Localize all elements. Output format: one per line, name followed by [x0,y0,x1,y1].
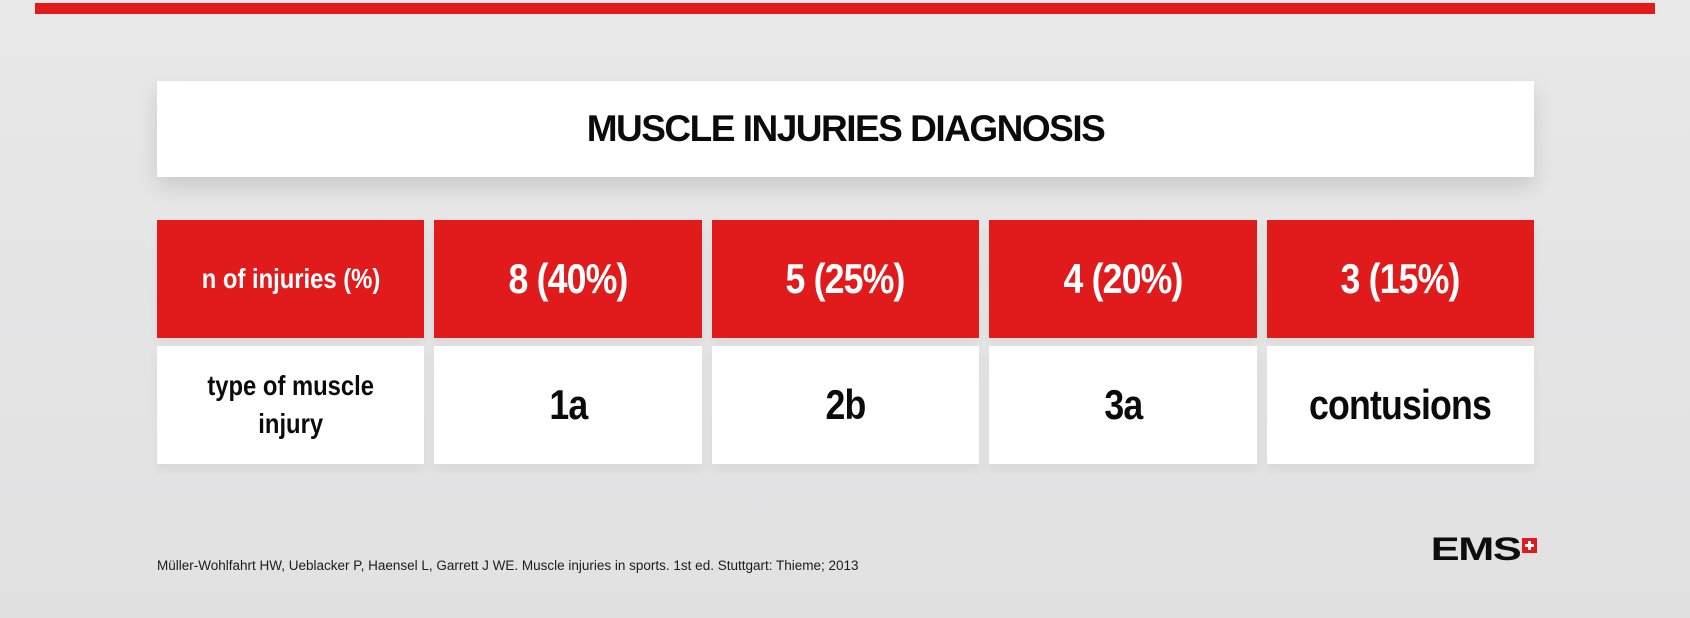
cell-value: 8 (40%) [508,255,629,302]
table-cell-type-1a: 1a [434,346,702,464]
table-cell-type-3a: 3a [989,346,1257,464]
table-cell-n-3a: 4 (20%) [989,220,1257,338]
table-cell-type-2b: 2b [711,346,980,464]
source-citation: Müller-Wohlfahrt HW, Ueblacker P, Haense… [157,558,859,573]
swiss-cross-icon [1522,538,1537,553]
table-cell-type-contusions: contusions [1266,346,1534,464]
table-header-cell-n-of-injuries: n of injuries (%) [157,220,425,338]
table-header-cell-type-of-injury: type of muscle injury [157,346,425,464]
injuries-table: n of injuries (%) 8 (40%) 5 (25%) 4 (20%… [157,220,1534,464]
table-cell-n-1a: 8 (40%) [434,220,702,338]
ems-logo-text: EMS [1430,531,1521,567]
cell-value: 5 (25%) [785,255,906,302]
cell-value: 2b [825,381,867,428]
table-cell-n-contusions: 3 (15%) [1266,220,1534,338]
cell-value: 3 (15%) [1340,255,1461,302]
table-cell-n-2b: 5 (25%) [711,220,980,338]
brand-stripe [35,3,1655,14]
title-card: MUSCLE INJURIES DIAGNOSIS [157,81,1534,177]
cell-value: 1a [549,381,588,428]
row-label: type of muscle injury [207,370,375,439]
cell-value: contusions [1309,381,1492,428]
page-title: MUSCLE INJURIES DIAGNOSIS [586,108,1106,149]
ems-logo: EMS [1430,533,1537,565]
cell-value: 3a [1103,381,1143,428]
cell-value: 4 (20%) [1063,255,1183,302]
row-label: n of injuries (%) [201,263,380,295]
